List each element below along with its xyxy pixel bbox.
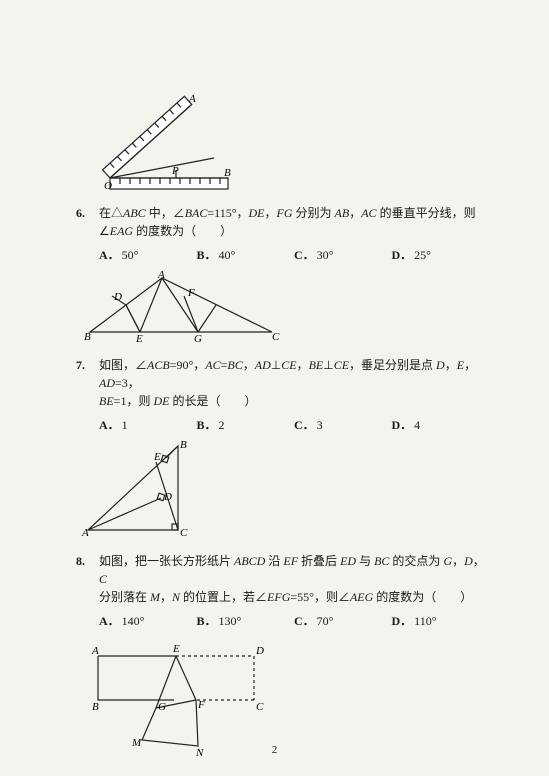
figure-q6: A B C D E F G — [76, 270, 286, 342]
svg-text:G: G — [158, 701, 166, 713]
q8-number: 8. — [76, 552, 96, 570]
svg-text:D: D — [163, 491, 172, 503]
svg-text:G: G — [194, 333, 202, 342]
q6-body: 在△ABC 中，∠BAC=115°，DE，FG 分别为 AB，AC 的垂直平分线… — [99, 204, 489, 264]
q6-option-C[interactable]: C．30° — [294, 246, 392, 264]
q6-number: 6. — [76, 204, 96, 222]
label-B: B — [224, 167, 231, 179]
svg-text:A: A — [91, 645, 99, 657]
figure-q8: A B C D E F G M N — [76, 638, 276, 758]
q7-number: 7. — [76, 356, 96, 374]
q6-option-D[interactable]: D．25° — [392, 246, 490, 264]
svg-text:C: C — [256, 701, 264, 713]
q7-body: 如图，∠ACB=90°，AC=BC，AD⊥CE，BE⊥CE，垂足分别是点 D，E… — [99, 356, 489, 434]
q8-stem: 如图，把一张长方形纸片 ABCD 沿 EF 折叠后 ED 与 BC 的交点为 G… — [99, 554, 485, 604]
figure-q8-wrap: A B C D E F G M N — [76, 638, 489, 758]
svg-text:E: E — [153, 451, 161, 463]
svg-text:F: F — [197, 699, 205, 711]
question-7: 7. 如图，∠ACB=90°，AC=BC，AD⊥CE，BE⊥CE，垂足分别是点 … — [76, 356, 489, 434]
figure-q7-wrap: A B C D E — [76, 438, 489, 538]
q7-option-D[interactable]: D．4 — [392, 416, 490, 434]
q7-option-B[interactable]: B．2 — [197, 416, 295, 434]
q7-options: A．1 B．2 C．3 D．4 — [99, 416, 489, 434]
page-number: 2 — [0, 742, 549, 759]
q8-option-D[interactable]: D．110° — [392, 612, 490, 630]
figure-q7: A B C D E — [76, 438, 196, 538]
svg-text:D: D — [113, 291, 122, 303]
q7-stem: 如图，∠ACB=90°，AC=BC，AD⊥CE，BE⊥CE，垂足分别是点 D，E… — [99, 358, 476, 408]
svg-text:E: E — [172, 643, 180, 655]
svg-text:D: D — [255, 645, 264, 657]
q7-option-C[interactable]: C．3 — [294, 416, 392, 434]
q8-body: 如图，把一张长方形纸片 ABCD 沿 EF 折叠后 ED 与 BC 的交点为 G… — [99, 552, 489, 630]
figure-q5: A O P B — [76, 90, 236, 190]
svg-text:B: B — [84, 331, 91, 342]
svg-text:E: E — [135, 333, 143, 342]
q6-option-B[interactable]: B．40° — [197, 246, 295, 264]
exam-page: A O P B 6. 在△ABC 中，∠BAC=115°，DE，FG 分别为 A… — [0, 0, 549, 776]
q8-options: A．140° B．130° C．70° D．110° — [99, 612, 489, 630]
question-8: 8. 如图，把一张长方形纸片 ABCD 沿 EF 折叠后 ED 与 BC 的交点… — [76, 552, 489, 630]
q6-options: A．50° B．40° C．30° D．25° — [99, 246, 489, 264]
label-O: O — [104, 180, 112, 190]
label-P: P — [171, 165, 179, 177]
svg-text:F: F — [187, 287, 195, 299]
svg-text:C: C — [180, 527, 188, 538]
svg-text:A: A — [157, 270, 165, 281]
svg-text:B: B — [92, 701, 99, 713]
q6-option-A[interactable]: A．50° — [99, 246, 197, 264]
svg-text:B: B — [180, 439, 187, 451]
q8-option-B[interactable]: B．130° — [197, 612, 295, 630]
label-A: A — [188, 93, 196, 105]
svg-text:A: A — [81, 527, 89, 538]
q8-option-A[interactable]: A．140° — [99, 612, 197, 630]
q7-option-A[interactable]: A．1 — [99, 416, 197, 434]
figure-q5-wrap: A O P B — [76, 90, 489, 190]
question-6: 6. 在△ABC 中，∠BAC=115°，DE，FG 分别为 AB，AC 的垂直… — [76, 204, 489, 264]
svg-text:C: C — [272, 331, 280, 342]
q8-option-C[interactable]: C．70° — [294, 612, 392, 630]
figure-q6-wrap: A B C D E F G — [76, 270, 489, 342]
q6-stem: 在△ABC 中，∠BAC=115°，DE，FG 分别为 AB，AC 的垂直平分线… — [99, 206, 476, 238]
